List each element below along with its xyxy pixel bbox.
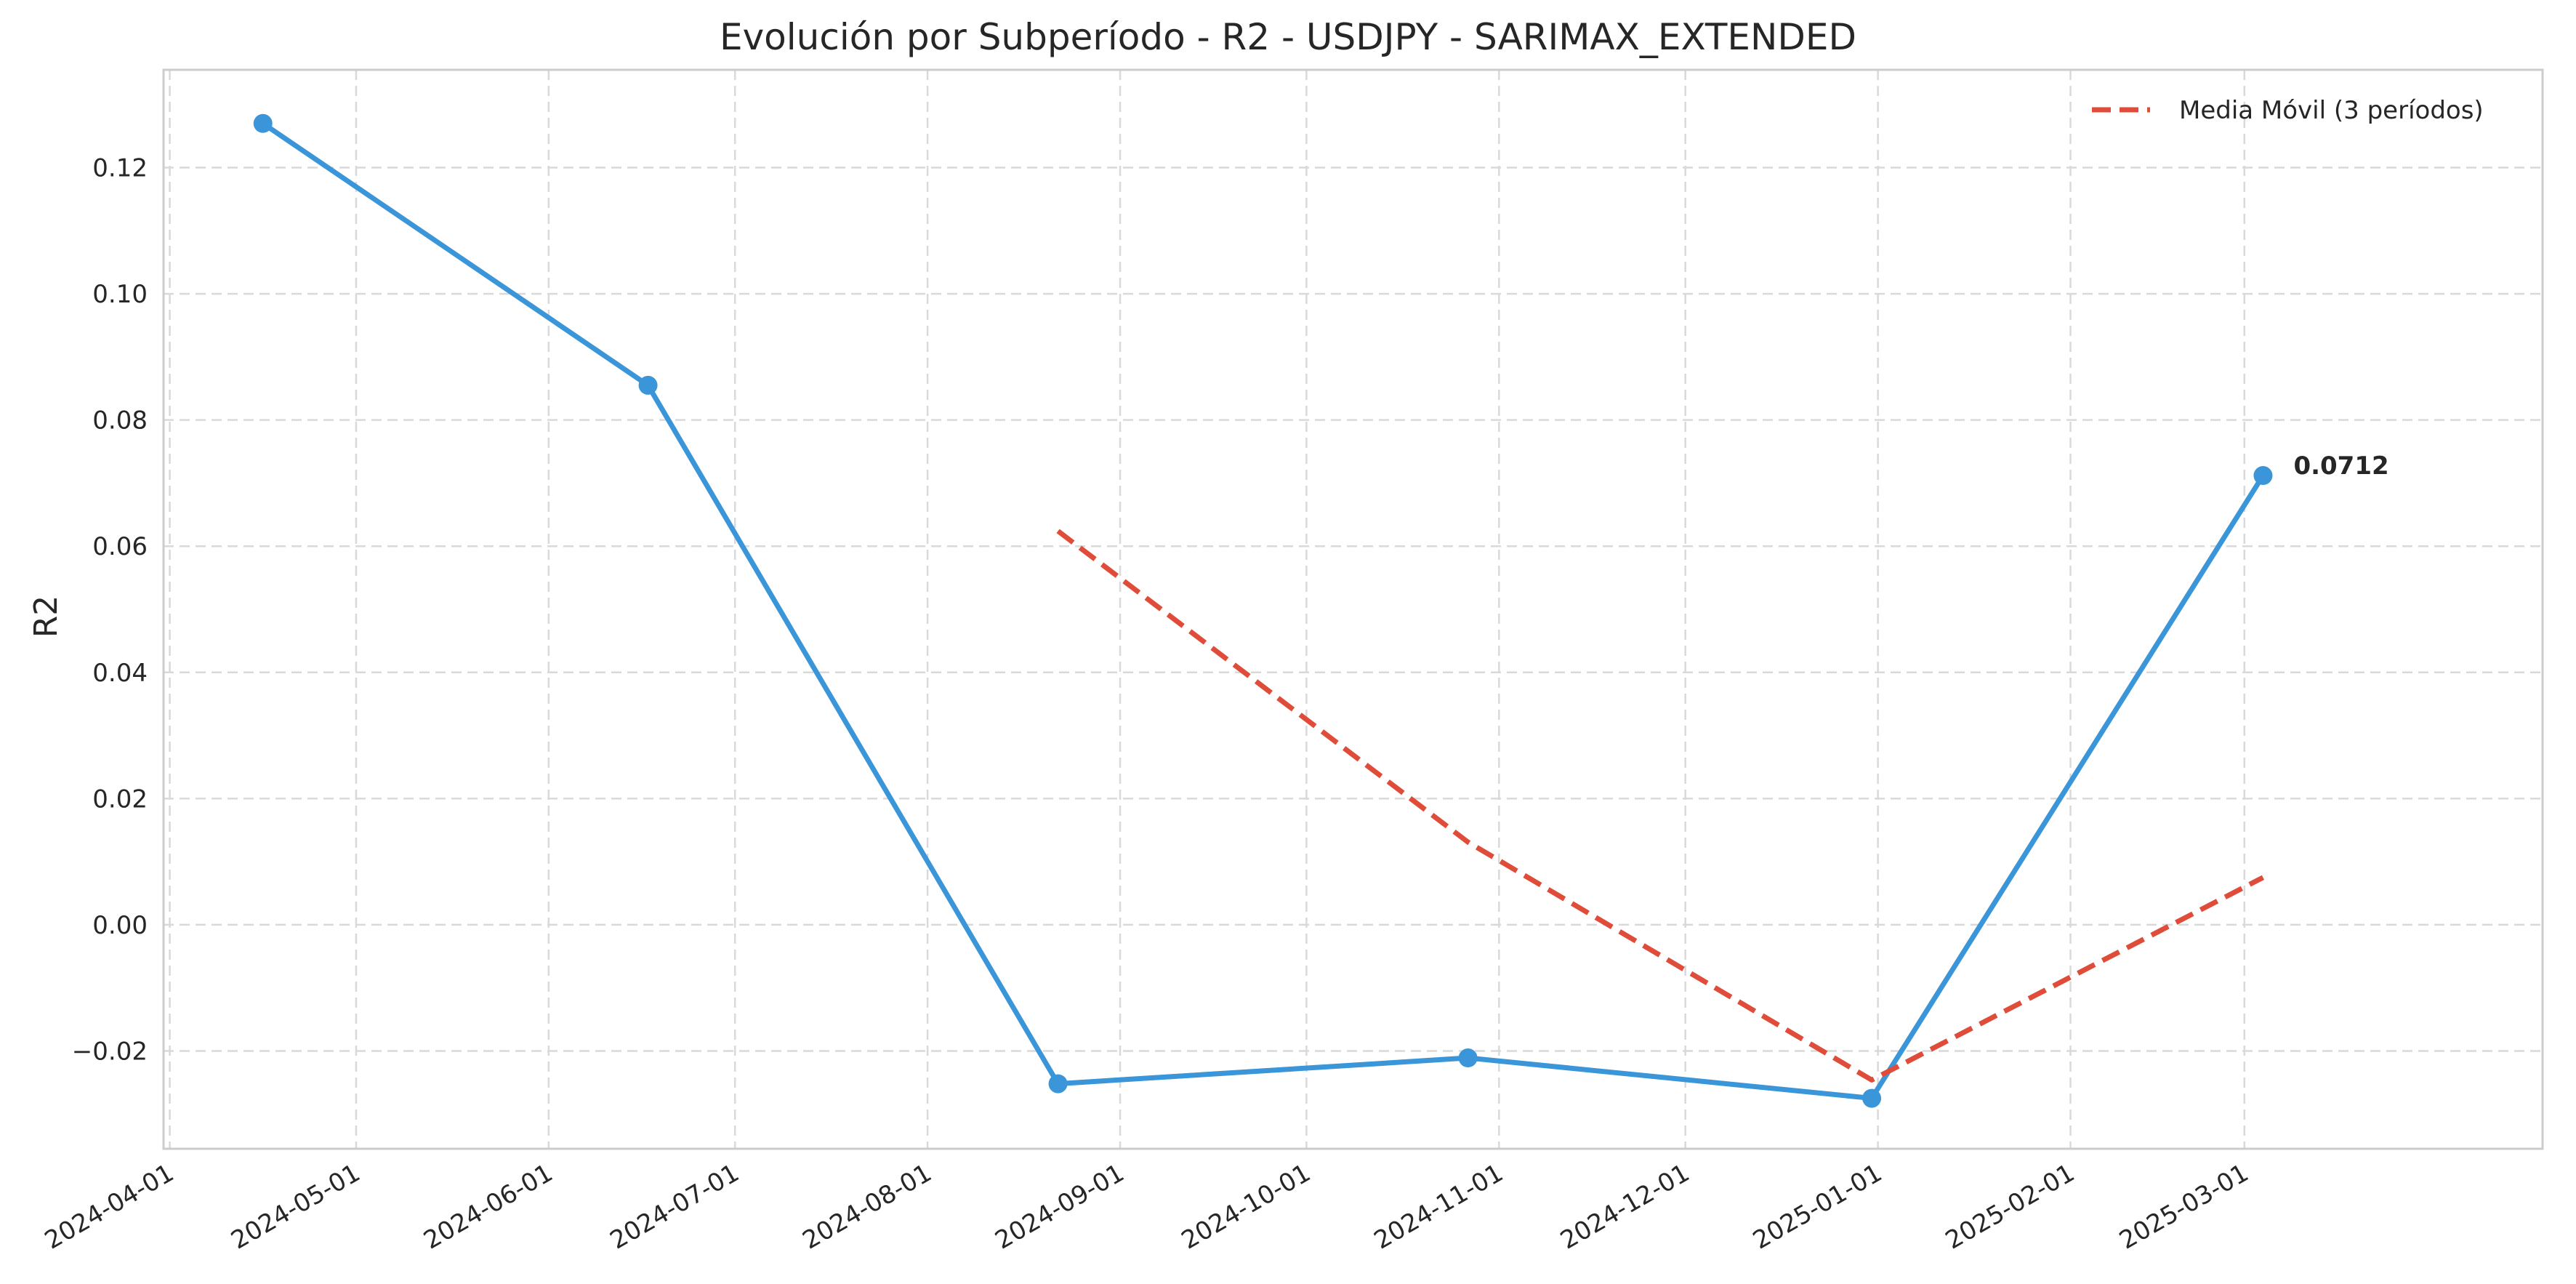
r2-data-point	[638, 375, 658, 395]
y-tick-label: −0.02	[72, 1037, 148, 1066]
y-tick-label: 0.12	[92, 154, 148, 183]
y-tick-label: 0.04	[92, 659, 148, 688]
r2-data-point	[2253, 466, 2273, 486]
grid-layer	[164, 70, 2543, 1149]
y-tick-label: 0.10	[92, 280, 148, 309]
plot-frame	[162, 68, 2544, 1150]
y-axis-label: R2	[28, 595, 65, 638]
y-tick-label: 0.08	[92, 406, 148, 436]
moving-average-line	[1056, 529, 2265, 1083]
y-tick-label: 0.02	[92, 785, 148, 814]
y-tick-label: 0.00	[92, 911, 148, 940]
r2-data-point	[1048, 1074, 1068, 1094]
r2-data-point	[253, 113, 273, 133]
r2-data-point	[1458, 1048, 1478, 1068]
r2-series-line	[261, 121, 2266, 1102]
legend-label-moving-average: Media Móvil (3 períodos)	[2179, 96, 2484, 125]
chart-title: Evolución por Subperíodo - R2 - USDJPY -…	[720, 16, 1856, 58]
last-value-label: 0.0712	[2293, 452, 2388, 481]
legend: Media Móvil (3 períodos)	[2092, 96, 2484, 125]
r2-data-point	[1862, 1088, 1882, 1108]
y-tick-label: 0.06	[92, 532, 148, 561]
series-layer: 0.0712	[253, 113, 2389, 1108]
